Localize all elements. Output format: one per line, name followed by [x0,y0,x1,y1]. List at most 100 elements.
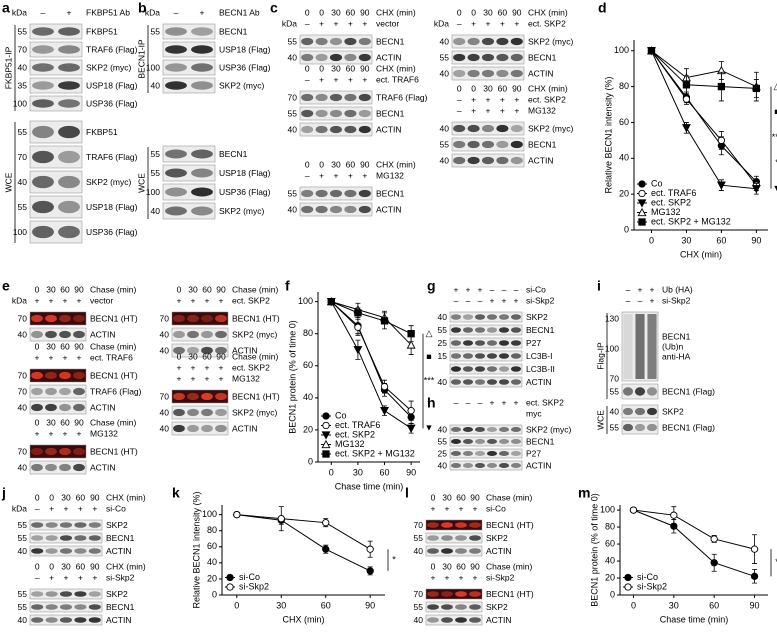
kda-marker: 40 [18,402,28,412]
row-label: BECN1 (HT) [90,446,138,456]
legend-label: ect. SKP2 + MG132 [335,448,415,458]
data-point [366,567,374,575]
kda-marker: 40 [440,68,450,78]
blot-band [427,617,439,623]
lane-symbol: + [219,373,224,383]
series-line [330,301,412,429]
legend-marker [226,583,234,591]
kda-marker: 15 [438,351,448,361]
lane-symbol: – [466,397,471,407]
panel-letter: b [138,0,147,16]
kda-marker: 70 [414,520,424,530]
kda-marker: 55 [610,422,620,432]
blot-band [486,353,498,359]
lane-symbol: 0 [457,83,462,93]
lane-symbol: 30 [442,561,452,571]
row-label: BECN1 (HT) [232,313,280,323]
blot-band [622,387,634,396]
lane-symbol: 30 [483,7,493,17]
kda-marker: 35 [18,80,28,90]
y-tick-label: 40 [207,557,217,567]
lane-symbol: + [77,428,82,438]
blot-band [510,426,522,433]
blot-band [344,205,357,214]
lane-symbol: + [362,18,367,28]
blot-band [31,535,44,541]
blot-band [187,346,199,355]
kda-marker: 55 [18,602,28,612]
row-label: P27 [526,448,541,458]
blot-strip [29,311,87,326]
lane-symbol: + [486,94,491,104]
blot-band [165,63,187,72]
blot-band [510,438,522,445]
blot-band [45,617,58,623]
row-label: USP36 (Flag) [86,98,138,108]
series-line [651,50,757,88]
blot-band [58,63,80,72]
annotation: * [775,557,777,567]
blot-band [58,225,80,239]
blot-band [201,408,213,417]
lane-symbol: 60 [60,417,70,427]
blot-band [496,53,509,62]
lane-symbol: – [305,18,310,28]
row-label: (Ub)n [662,341,684,351]
data-point [354,323,362,331]
blot-band [481,37,495,46]
blot-band [646,423,658,432]
legend-marker [637,207,647,217]
blot-band [191,45,213,54]
lane-symbol: + [334,74,339,84]
row-label: USP36 (Flag) [219,62,271,72]
lane-symbol: + [502,397,507,407]
blot-strip [425,614,483,626]
lane-symbol: 60 [456,561,466,571]
header-label: si-Skp2 [486,572,515,582]
data-point [629,506,638,514]
blot-band [315,109,328,118]
blot-strip [425,532,483,544]
blot-band [481,156,495,165]
blot-band [191,168,213,178]
header-label: si-Skp2 [662,295,691,305]
kda-marker: 40 [151,206,161,216]
header-label: FKBP51 Ab [86,7,130,17]
kda-marker: 40 [438,312,448,322]
blot-band [215,314,227,323]
data-point [380,382,389,391]
row-label: ACTIN [526,377,552,387]
kda-marker: 70 [18,446,28,456]
lane-symbol: – [454,295,459,305]
row-label: SKP2 (myc) [528,123,574,133]
blot-band [315,93,328,102]
blot-band [455,617,467,623]
row-label: BECN1 (HT) [486,520,534,530]
legend-label: Co [651,178,663,188]
blot-band [467,37,480,46]
blot-band [453,124,466,133]
lane-symbol: + [514,295,519,305]
data-point [710,535,718,543]
data-point [681,124,691,133]
y-tick-label: 80 [605,521,615,531]
blot-band [455,522,467,528]
blot-band [510,462,522,469]
y-tick-label: 0 [624,224,629,234]
y-tick-label: 0 [212,589,217,599]
data-point [233,510,241,519]
kda-marker: 55 [151,149,161,159]
lane-symbol: + [514,105,519,115]
legend-label: ect. SKP2 + MG132 [651,216,731,226]
series-line [633,509,755,577]
blot-band [73,387,85,396]
row-label: BECN1 [376,108,405,118]
lane-symbol: – [305,74,310,84]
lane-symbol: 0 [177,351,182,361]
lane-symbol: 90 [360,63,370,73]
blot-band [481,124,495,133]
row-label: ACTIN [526,460,552,470]
lane-symbol: 30 [331,159,341,169]
blot-band [31,314,43,323]
lane-symbol: + [348,18,353,28]
